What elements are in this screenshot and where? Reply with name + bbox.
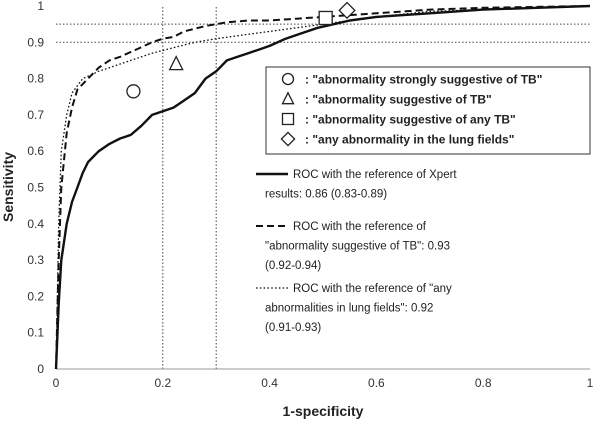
y-tick-label: 0.9: [27, 35, 44, 49]
square-marker-point: [318, 10, 333, 26]
marker-legend-label: : "abnormality suggestive of any TB": [305, 113, 516, 127]
triangle-marker-point: [168, 55, 184, 71]
y-tick-label: 0.4: [27, 217, 44, 231]
x-tick-label: 0.2: [154, 376, 171, 390]
diamond-legend-icon: [280, 131, 296, 147]
x-tick-label: 0.8: [475, 376, 492, 390]
triangle-legend-icon: [281, 91, 295, 105]
y-axis-title: Sensitivity: [0, 152, 16, 222]
series-legend-label: results: 0.86 (0.83-0.89): [265, 189, 387, 201]
y-tick-label: 0.6: [27, 144, 44, 158]
series-legend-label: (0.92-0.94): [265, 260, 321, 272]
legend: : "abnormality strongly suggestive of TB…: [256, 66, 591, 334]
series-legend-label: ROC with the reference of Xpert: [293, 169, 457, 181]
y-tick-labels: 0 0.1 0.2 0.3 0.4 0.5 0.6 0.7 0.8 0.9 1: [27, 0, 44, 376]
x-tick-labels: 0 0.2 0.4 0.6 0.8 1: [53, 376, 594, 390]
y-tick-label: 0.3: [27, 253, 44, 267]
square-legend-icon: [281, 112, 295, 126]
y-tick-label: 0.1: [27, 326, 44, 340]
marker-legend-label: : "any abnormality in the lung fields": [305, 133, 514, 147]
x-tick-label: 0.6: [368, 376, 385, 390]
series-legend-label: ROC with the reference of: [293, 221, 427, 233]
marker-legend-label: : "abnormality strongly suggestive of TB…: [305, 73, 542, 87]
y-tick-label: 0.5: [27, 181, 44, 195]
y-tick-label: 0.8: [27, 72, 44, 86]
series-legend-label: ROC with the reference of "any: [293, 283, 452, 295]
marker-points: [126, 1, 356, 99]
x-tick-label: 1: [587, 376, 594, 390]
series-legend-label: "abnormality suggestive of TB": 0.93: [265, 241, 450, 253]
x-tick-label: 0: [53, 376, 60, 390]
circle-marker-point: [126, 84, 141, 99]
circle-legend-icon: [281, 72, 295, 86]
series-legend-label: (0.91-0.93): [265, 322, 321, 334]
series-legend-label: abnormalities in lung fields": 0.92: [265, 303, 433, 315]
marker-legend-label: : "abnormality suggestive of TB": [305, 93, 492, 107]
y-tick-label: 0.2: [27, 289, 44, 303]
y-tick-label: 0: [37, 362, 44, 376]
roc-curve-solid: [54, 4, 591, 370]
x-tick-label: 0.4: [261, 376, 278, 390]
diamond-marker-point: [338, 1, 356, 20]
marker-legend-box: [265, 66, 591, 155]
y-tick-label: 0.7: [27, 108, 44, 122]
x-axis-title: 1-specificity: [283, 403, 364, 419]
y-tick-label: 1: [37, 0, 44, 13]
